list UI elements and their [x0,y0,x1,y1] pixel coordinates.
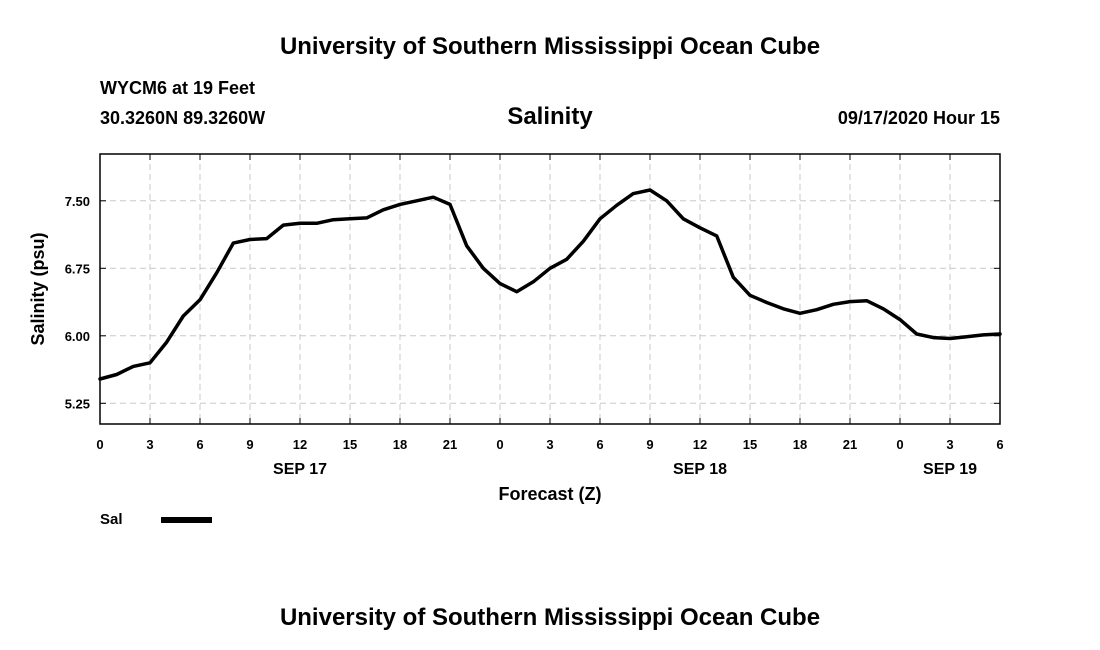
y-tick-label: 6.00 [65,329,90,344]
x-tick-label: 3 [146,437,153,452]
x-tick-label: 15 [743,437,757,452]
location-label: 30.3260N 89.3260W [100,108,265,128]
x-tick-label: 3 [946,437,953,452]
x-tick-label: 9 [246,437,253,452]
x-tick-label: 21 [443,437,457,452]
chart-title: Salinity [507,103,593,130]
x-tick-label: 6 [996,437,1003,452]
series-layer [98,188,1002,381]
y-tick-label: 7.50 [65,194,90,209]
x-tick-label: 3 [546,437,553,452]
x-date-label: SEP 19 [923,461,977,478]
station-label: WYCM6 at 19 Feet [100,78,255,98]
x-tick-label: 6 [196,437,203,452]
x-tick-label: 21 [843,437,857,452]
x-tick-label: 0 [96,437,103,452]
x-tick-label: 12 [693,437,707,452]
issued-label: 09/17/2020 Hour 15 [838,108,1000,128]
x-date-label: SEP 18 [673,461,727,478]
x-tick-label: 12 [293,437,307,452]
y-tick-label: 6.75 [65,261,90,276]
x-tick-label: 0 [496,437,503,452]
x-tick-label: 15 [343,437,357,452]
x-tick-label: 0 [896,437,903,452]
y-axis-label: Salinity (psu) [28,232,48,345]
salinity-series-line [98,188,1002,381]
y-tick-label: 5.25 [65,396,90,411]
x-tick-label: 9 [646,437,653,452]
x-date-label: SEP 17 [273,461,327,478]
grid [100,154,1000,424]
footer-title: University of Southern Mississippi Ocean… [280,604,820,631]
axis-ticks: 0 3 6 9 12 15 18 21 0 3 6 9 12 15 18 21 0 3 6 5.25 6.00 6.75 7… [65,154,1004,478]
x-tick-label: 18 [793,437,807,452]
header-title: University of Southern Mississippi Ocean… [280,33,820,60]
legend-label: Sal [100,511,123,528]
x-axis-label: Forecast (Z) [498,484,601,504]
x-tick-label: 18 [393,437,407,452]
x-tick-label: 6 [596,437,603,452]
